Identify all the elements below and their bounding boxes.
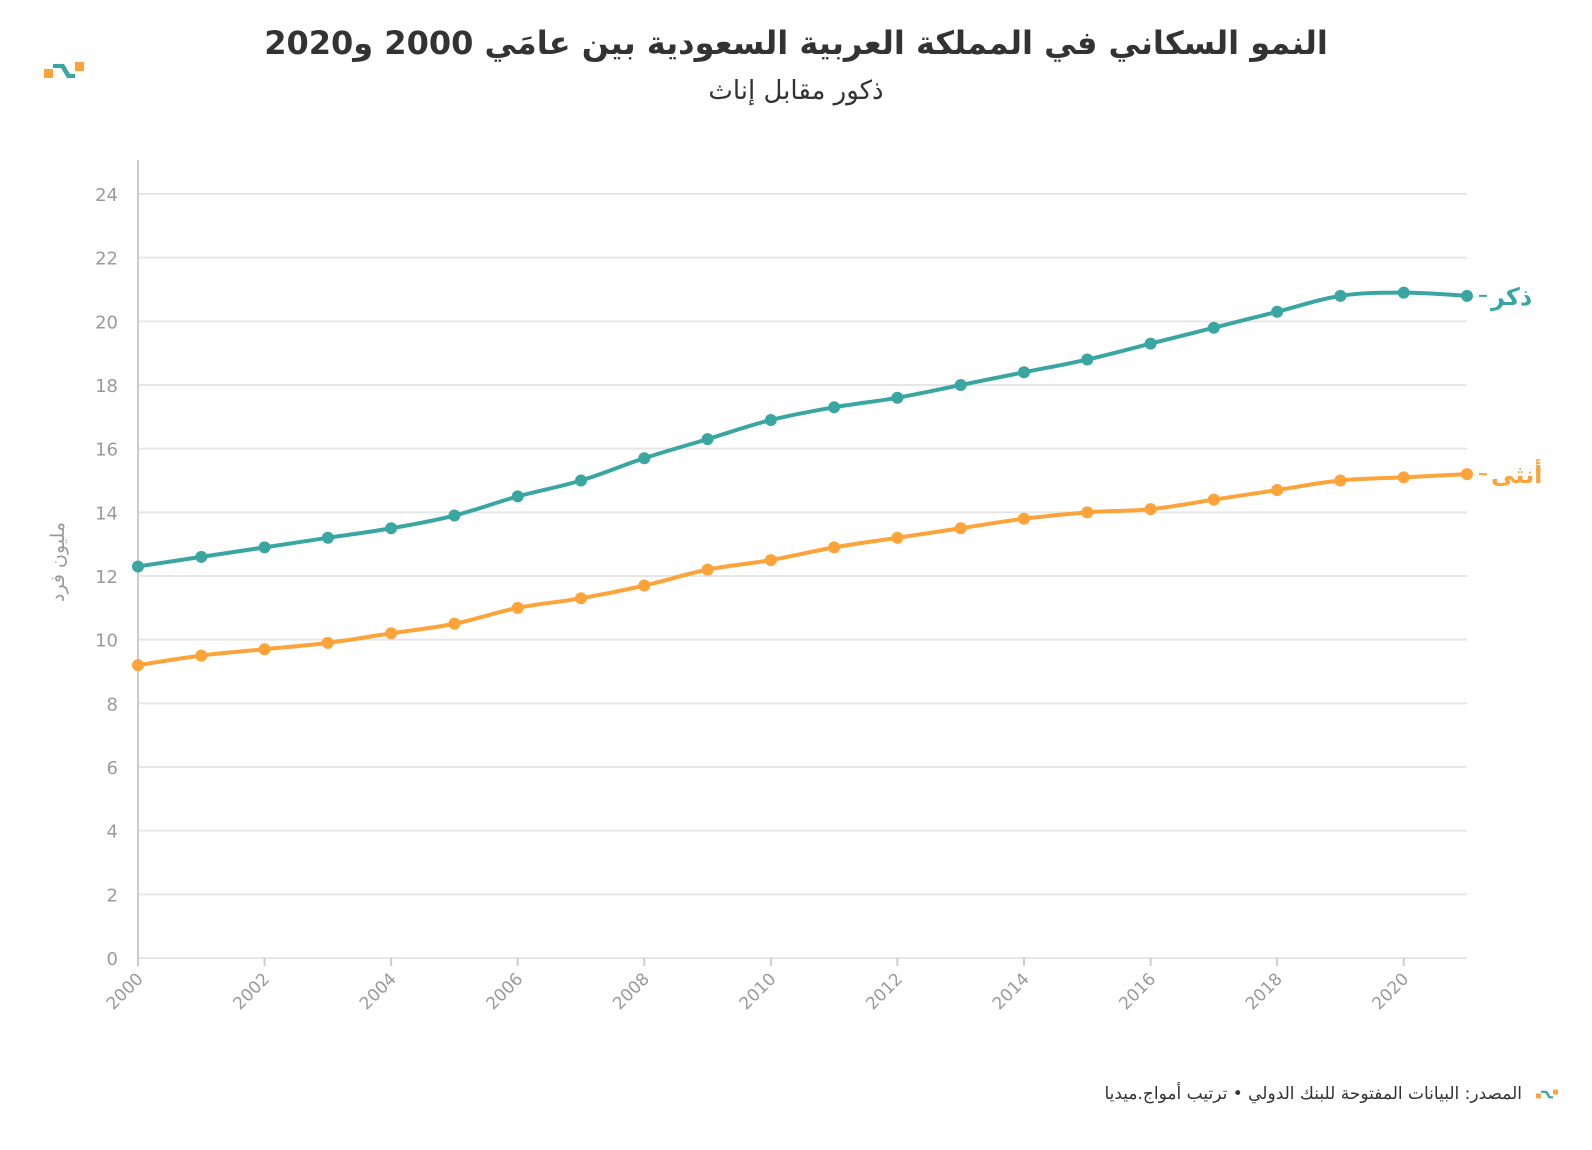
- point-female-2008: [638, 579, 651, 592]
- point-female-2009: [701, 563, 714, 576]
- point-female-2012: [891, 531, 904, 544]
- grid-lines: [138, 193, 1467, 959]
- x-tick-label-2002: 2002: [229, 969, 274, 1014]
- x-tick-label-2020: 2020: [1369, 969, 1414, 1014]
- point-male-2017: [1207, 321, 1220, 334]
- x-tick-label-2000: 2000: [103, 969, 148, 1014]
- point-female-2020: [1397, 471, 1410, 484]
- point-male-2003: [321, 531, 334, 544]
- point-female-2014: [1018, 512, 1030, 525]
- point-male-2013: [954, 379, 967, 391]
- point-male-2012: [891, 391, 904, 404]
- point-male-2001: [195, 550, 208, 563]
- x-tick-label-2016: 2016: [1115, 969, 1160, 1014]
- point-male-2010: [764, 414, 777, 427]
- series-group: ذكر أنثى: [132, 283, 1542, 672]
- point-male-2002: [258, 541, 271, 554]
- point-male-2007: [575, 474, 587, 487]
- y-tick-label-0: 0: [107, 949, 118, 970]
- point-female-2018: [1271, 484, 1284, 497]
- y-tick-label-18: 18: [95, 376, 118, 397]
- point-male-2014: [1018, 366, 1030, 379]
- point-female-2016: [1144, 503, 1157, 516]
- x-tick-label-2014: 2014: [989, 969, 1034, 1014]
- x-tick-label-2004: 2004: [356, 969, 401, 1014]
- y-tick-label-12: 12: [95, 567, 118, 588]
- series-label-male: ذكر: [1490, 283, 1532, 311]
- y-tick-label-8: 8: [107, 694, 118, 715]
- point-female-2007: [575, 592, 587, 605]
- series-line-male: [137, 290, 1468, 569]
- x-tick-label-2008: 2008: [609, 969, 654, 1014]
- point-female-2015: [1081, 506, 1094, 519]
- x-tick-label-2018: 2018: [1242, 969, 1287, 1014]
- point-male-2016: [1144, 337, 1157, 350]
- point-male-2004: [385, 522, 398, 535]
- point-female-2011: [828, 541, 841, 554]
- point-female-2003: [321, 636, 334, 649]
- y-tick-label-6: 6: [107, 758, 118, 779]
- point-male-2015: [1081, 353, 1094, 366]
- x-tick-label-2010: 2010: [736, 969, 781, 1014]
- y-tick-label-4: 4: [107, 822, 118, 843]
- point-female-2000: [132, 659, 144, 672]
- x-tick-label-2012: 2012: [862, 969, 907, 1014]
- y-axis-label: مليون فرد: [47, 522, 69, 602]
- point-female-2006: [511, 601, 524, 614]
- y-tick-label-14: 14: [95, 503, 118, 524]
- point-male-2020: [1397, 286, 1410, 299]
- point-male-2006: [511, 490, 524, 503]
- brand-logo-icon: [44, 62, 84, 78]
- point-male-2019: [1334, 289, 1347, 302]
- x-tick-label-2006: 2006: [483, 969, 528, 1014]
- point-male-2000: [132, 560, 144, 573]
- y-tick-label-10: 10: [95, 631, 118, 652]
- y-tick-label-24: 24: [95, 185, 118, 206]
- point-female-2001: [195, 649, 208, 662]
- series-label-female: أنثى: [1491, 459, 1542, 489]
- point-male-2018: [1271, 305, 1284, 318]
- x-axis-ticks: 2000 2002 2004 2006 2008 2010 2012 2014 2016 2018…: [103, 958, 1413, 1014]
- y-tick-label-22: 22: [95, 249, 118, 270]
- chart-subtitle: ذكور مقابل إناث: [708, 76, 884, 106]
- y-tick-label-20: 20: [95, 312, 118, 333]
- point-female-2004: [385, 627, 398, 640]
- y-tick-label-16: 16: [95, 440, 118, 461]
- point-female-2010: [764, 554, 777, 567]
- series-line-female: [137, 472, 1468, 668]
- point-male-2005: [448, 509, 461, 522]
- point-male-2011: [828, 401, 841, 414]
- point-female-2002: [258, 643, 271, 656]
- point-female-2013: [954, 522, 967, 535]
- y-tick-label-2: 2: [107, 885, 118, 906]
- point-female-2005: [448, 617, 461, 630]
- chart-title: النمو السكاني في المملكة العربية السعودي…: [264, 24, 1328, 62]
- point-male-2009: [701, 433, 714, 446]
- source-footer: المصدر: البيانات المفتوحة للبنك الدولي •…: [1104, 1084, 1522, 1104]
- point-male-2021: [1461, 289, 1473, 302]
- point-female-2017: [1207, 493, 1220, 506]
- footer-logo-icon: [1536, 1089, 1558, 1099]
- point-female-2021: [1461, 468, 1473, 481]
- point-female-2019: [1334, 474, 1347, 487]
- point-male-2008: [638, 452, 651, 465]
